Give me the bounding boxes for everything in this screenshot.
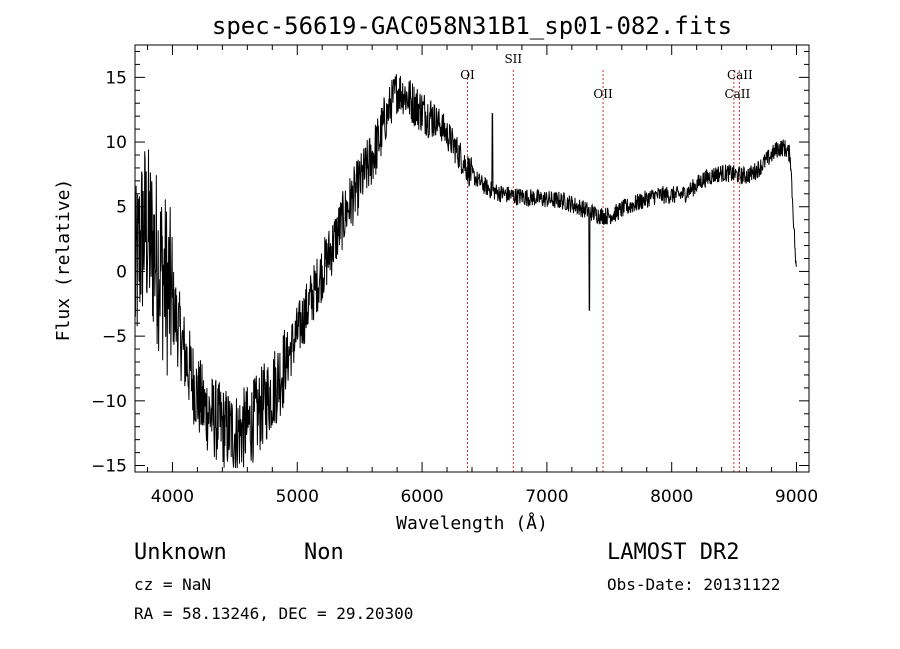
x-tick-label: 8000 bbox=[650, 487, 693, 507]
line-markers: OI SII OII CaII CaII bbox=[460, 52, 753, 472]
marker-label: SII bbox=[504, 52, 522, 66]
marker-label: OI bbox=[460, 68, 475, 82]
y-tick-label: 15 bbox=[105, 68, 127, 88]
y-tick-label: −15 bbox=[91, 457, 127, 477]
obsdate-text: Obs-Date: 20131122 bbox=[607, 575, 780, 594]
y-tick-label: −5 bbox=[102, 327, 127, 347]
y-tick-label: 5 bbox=[116, 198, 127, 218]
cz-text: cz = NaN bbox=[134, 575, 211, 594]
x-tick-label: 7000 bbox=[525, 487, 568, 507]
x-tick-label: 4000 bbox=[151, 487, 194, 507]
marker-label: OII bbox=[593, 87, 613, 101]
class-text: Unknown bbox=[134, 540, 227, 565]
subclass-text: Non bbox=[304, 540, 344, 565]
x-tick-label: 6000 bbox=[400, 487, 443, 507]
y-axis-label: Flux (relative) bbox=[53, 179, 74, 342]
y-tick-label: 0 bbox=[116, 262, 127, 282]
x-axis-label: Wavelength (Å) bbox=[396, 512, 548, 534]
chart-title: spec-56619-GAC058N31B1_sp01-082.fits bbox=[212, 12, 732, 40]
series-group bbox=[134, 74, 797, 469]
x-axis-ticks: 4000 5000 6000 7000 8000 9000 bbox=[146, 45, 818, 507]
x-tick-label: 9000 bbox=[775, 487, 818, 507]
radec-text: RA = 58.13246, DEC = 29.20300 bbox=[134, 604, 413, 623]
y-axis-ticks: −15 −10 −5 0 5 10 15 bbox=[91, 50, 809, 477]
marker-label: CaII bbox=[724, 87, 750, 101]
marker-label: CaII bbox=[727, 68, 753, 82]
survey-text: LAMOST DR2 bbox=[607, 540, 739, 565]
x-tick-label: 5000 bbox=[276, 487, 319, 507]
y-tick-label: 10 bbox=[105, 133, 127, 153]
spectrum-line bbox=[134, 74, 797, 469]
y-tick-label: −10 bbox=[91, 392, 127, 412]
